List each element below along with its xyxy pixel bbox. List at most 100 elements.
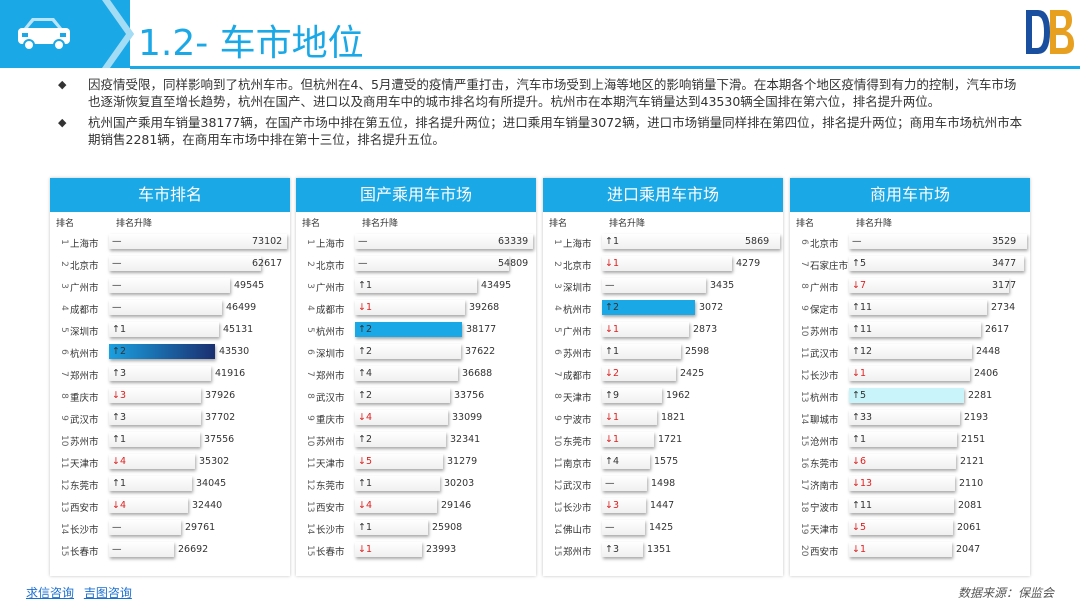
rank-change: ↑2: [358, 324, 373, 335]
rank-number: 5: [59, 327, 69, 333]
rank-number: 9: [552, 415, 562, 421]
rank-number: 3: [305, 283, 315, 289]
rank-change: ↑1: [112, 434, 127, 445]
bar-mark: [849, 476, 955, 491]
table-row: 5 广州市 ↓1 2873: [543, 320, 783, 342]
footer-link-1[interactable]: 求信咨询: [26, 586, 75, 600]
table-row: 9 重庆市 ↓4 33099: [296, 408, 536, 430]
bar-mark: [109, 322, 219, 337]
rank-change: —: [112, 544, 122, 555]
bullet-1: 因疫情受限，同样影响到了杭州车市。但杭州在4、5月遭受的疫情严重打击，汽车市场受…: [58, 76, 1026, 110]
rank-change: ↑11: [852, 302, 873, 313]
city-label: 北京市: [810, 239, 839, 250]
table-row: 3 广州市 — 49545: [50, 276, 290, 298]
city-label: 成都市: [70, 305, 99, 316]
rank-change: ↓4: [112, 456, 127, 467]
value-label: 31279: [447, 456, 478, 467]
table-row: 6 杭州市 ↑2 43530: [50, 342, 290, 364]
table-row: 14 长沙市 ↑1 25908: [296, 518, 536, 540]
rank-number: 2: [59, 261, 69, 267]
rank-number: 10: [552, 435, 562, 447]
city-label: 深圳市: [316, 349, 345, 360]
bar-mark: [602, 366, 676, 381]
column-headers: 排名 排名升降: [796, 216, 1026, 229]
city-label: 天津市: [810, 525, 839, 536]
rank-change: —: [112, 258, 122, 269]
city-label: 东莞市: [563, 437, 592, 448]
value-label: 32440: [192, 500, 223, 511]
bar-mark: [602, 388, 662, 403]
rank-number: 9: [305, 415, 315, 421]
bar-mark: [849, 388, 964, 403]
table-row: 13 杭州市 ↑5 2281: [790, 386, 1030, 408]
value-label: 29761: [185, 522, 216, 533]
bar-mark: [355, 300, 465, 315]
rank-number: 13: [552, 501, 562, 513]
value-label: 30203: [444, 478, 475, 489]
city-label: 聊城市: [810, 415, 839, 426]
rank-number: 6: [59, 349, 69, 355]
rank-number: 6: [799, 239, 809, 245]
rank-change: ↓4: [358, 500, 373, 511]
city-label: 西安市: [316, 503, 345, 514]
table-row: 8 重庆市 ↓3 37926: [50, 386, 290, 408]
footer-link-2[interactable]: 吉图咨询: [83, 586, 132, 600]
city-label: 东莞市: [810, 459, 839, 470]
rank-number: 2: [552, 261, 562, 267]
rank-change: —: [358, 258, 368, 269]
rank-number: 12: [305, 479, 315, 491]
bar-mark: [109, 278, 230, 293]
table-row: 15 长春市 ↓1 23993: [296, 540, 536, 562]
rank-number: 15: [552, 545, 562, 557]
value-label: 26692: [178, 544, 209, 555]
table-row: 4 杭州市 ↑2 3072: [543, 298, 783, 320]
rank-number: 6: [552, 349, 562, 355]
rank-change: ↓4: [112, 500, 127, 511]
bar-mark: [849, 542, 952, 557]
city-label: 苏州市: [810, 327, 839, 338]
summary-bullets: 因疫情受限，同样影响到了杭州车市。但杭州在4、5月遭受的疫情严重打击，汽车市场受…: [58, 76, 1026, 152]
bar-mark: [849, 498, 954, 513]
rank-change: ↓1: [358, 544, 373, 555]
rank-change: ↑12: [852, 346, 873, 357]
panel-title: 商用车市场: [790, 178, 1030, 212]
table-row: 6 苏州市 ↑1 2598: [543, 342, 783, 364]
rank-change: ↑9: [605, 390, 620, 401]
bar-mark: [602, 432, 654, 447]
table-row: 12 武汉市 — 1498: [543, 474, 783, 496]
value-label: 37622: [465, 346, 496, 357]
rank-change: ↑1: [358, 478, 373, 489]
table-row: 8 武汉市 ↑2 33756: [296, 386, 536, 408]
rank-number: 12: [59, 479, 69, 491]
rank-number: 14: [799, 413, 809, 425]
bar-mark: [109, 234, 287, 249]
city-label: 成都市: [563, 371, 592, 382]
rank-change: ↑1: [358, 280, 373, 291]
city-label: 成都市: [316, 305, 345, 316]
rank-number: 5: [305, 327, 315, 333]
table-row: 10 苏州市 ↑1 37556: [50, 430, 290, 452]
table-row: 19 天津市 ↓5 2061: [790, 518, 1030, 540]
city-label: 郑州市: [563, 547, 592, 558]
bar-mark: [602, 542, 643, 557]
city-label: 杭州市: [810, 393, 839, 404]
city-label: 北京市: [316, 261, 345, 272]
city-label: 苏州市: [563, 349, 592, 360]
col-rank-header: 排名: [302, 219, 321, 229]
city-label: 深圳市: [563, 283, 592, 294]
table-row: 6 深圳市 ↑2 37622: [296, 342, 536, 364]
rank-change: ↑11: [852, 324, 873, 335]
rank-number: 14: [305, 523, 315, 535]
rank-change: ↑2: [605, 302, 620, 313]
value-label: 23993: [426, 544, 457, 555]
value-label: 46499: [226, 302, 257, 313]
rank-change: ↑2: [358, 434, 373, 445]
bar-mark: [849, 344, 972, 359]
city-label: 杭州市: [563, 305, 592, 316]
table-row: 3 广州市 ↑1 43495: [296, 276, 536, 298]
table-row: 9 武汉市 ↑3 37702: [50, 408, 290, 430]
rank-number: 13: [799, 391, 809, 403]
value-label: 2734: [991, 302, 1016, 313]
table-row: 15 沧州市 ↑1 2151: [790, 430, 1030, 452]
rank-number: 12: [799, 369, 809, 381]
